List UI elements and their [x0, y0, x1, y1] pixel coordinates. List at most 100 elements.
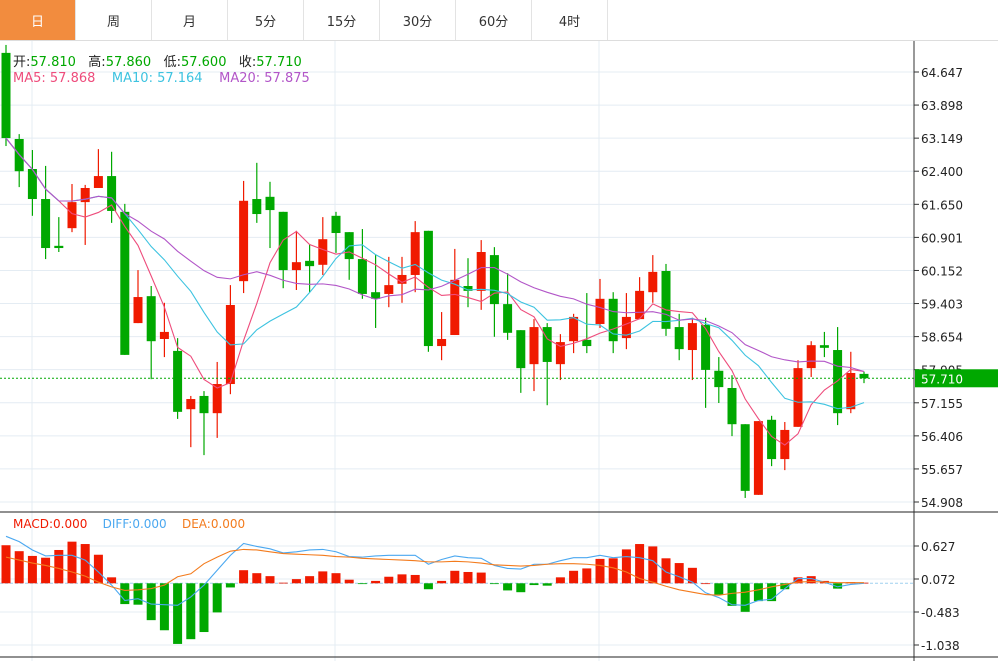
macd-bar	[714, 583, 724, 595]
candle-body	[410, 232, 420, 275]
candle-body	[252, 199, 262, 215]
candle-body	[767, 419, 777, 460]
candle-body	[423, 230, 433, 347]
candle-body	[819, 345, 829, 348]
price-tick-label: 64.647	[921, 66, 963, 80]
macd-bar	[437, 580, 447, 584]
candle-body	[516, 330, 526, 369]
candle-body	[463, 286, 473, 291]
ma-legend: MA5: 57.868 MA10: 57.164 MA20: 57.875	[13, 71, 310, 86]
macd-bar	[661, 558, 671, 584]
candle-body	[331, 215, 341, 234]
macd-bar	[54, 549, 64, 584]
candle-body	[199, 395, 209, 414]
current-price-label: 57.710	[921, 372, 963, 386]
tab-month[interactable]: 月	[152, 0, 228, 40]
low-value: 57.600	[180, 55, 227, 70]
tab-week[interactable]: 周	[76, 0, 152, 40]
ma10-value: MA10: 57.164	[111, 71, 203, 86]
tab-5min[interactable]: 5分	[228, 0, 304, 40]
price-tick-label: 57.155	[921, 397, 963, 411]
candle-body	[107, 176, 117, 211]
candle-body	[54, 245, 64, 249]
candle-body	[397, 274, 407, 284]
current-price-badge	[915, 369, 998, 388]
price-tick-label: 56.406	[921, 430, 963, 444]
ma5-line	[5, 137, 865, 446]
macd-bar	[489, 583, 499, 585]
price-tick-label: 62.400	[921, 165, 963, 179]
candle-body	[80, 187, 90, 203]
candle-body	[489, 255, 499, 305]
candle-body	[635, 290, 645, 320]
tab-15min[interactable]: 15分	[304, 0, 380, 40]
ma20-line	[5, 137, 865, 373]
open-label: 开:	[13, 55, 31, 70]
tab-30min[interactable]: 30分	[380, 0, 456, 40]
axes: 64.647 63.898 63.149 62.400 61.650 60.901 60.1…	[0, 40, 998, 661]
candle-body	[727, 387, 737, 425]
price-tick-label: 61.650	[921, 198, 963, 212]
candle-body	[357, 259, 367, 294]
macd-bar	[186, 583, 196, 640]
candle-body	[186, 399, 196, 410]
macd-bar	[1, 545, 11, 584]
ma10-line	[5, 137, 865, 410]
macd-bar	[740, 583, 750, 612]
macd-bar	[450, 570, 460, 584]
candle-body	[120, 211, 130, 355]
macd-bar	[265, 576, 275, 584]
candle-body	[318, 239, 328, 265]
macd-tick-label: -1.038	[921, 639, 960, 653]
macd-bar	[252, 573, 262, 584]
price-tick-label: 58.654	[921, 331, 963, 345]
candle-body	[846, 372, 856, 410]
candle-body	[159, 331, 169, 339]
price-tick-label: 59.403	[921, 298, 963, 312]
grid	[0, 40, 914, 661]
candle-body	[569, 316, 579, 342]
candle-body	[265, 196, 275, 211]
macd-tick-label: 0.072	[921, 573, 955, 587]
tab-day[interactable]: 日	[0, 0, 76, 40]
candle-body	[212, 384, 222, 414]
ma5-value: MA5: 57.868	[13, 71, 96, 86]
candle-body	[450, 279, 460, 336]
price-tick-label: 55.657	[921, 463, 963, 477]
tab-60min[interactable]: 60分	[456, 0, 532, 40]
dea-value: DEA:0.000	[181, 517, 246, 531]
macd-tick-label: 0.627	[921, 540, 955, 554]
macd-bar	[67, 541, 77, 584]
candle-body	[687, 323, 697, 351]
candle-body	[621, 316, 631, 339]
price-tick-label: 63.149	[921, 132, 963, 146]
macd-bar	[318, 571, 328, 584]
candle-body	[503, 304, 513, 333]
macd-bar	[384, 576, 394, 584]
macd-bar	[687, 567, 697, 584]
macd-value: MACD:0.000	[13, 517, 88, 531]
ma20-value: MA20: 57.875	[219, 71, 310, 86]
macd-bar	[767, 583, 777, 602]
candle-body	[740, 424, 750, 491]
macd-bar	[463, 571, 473, 584]
candle-body	[806, 345, 816, 369]
macd-bar	[146, 583, 156, 621]
macd-bar	[120, 583, 130, 605]
candle-body	[753, 421, 763, 495]
candle-body	[714, 370, 724, 388]
macd-bar	[793, 577, 803, 584]
price-tick-label: 54.908	[921, 496, 963, 510]
candle-body	[476, 252, 486, 291]
ohlc-legend: 开:57.810 高:57.860 低:57.600 收:57.710	[13, 51, 302, 70]
macd-bar	[239, 570, 249, 584]
macd-bar	[529, 583, 539, 586]
macd-bar	[357, 583, 367, 585]
macd-bar	[27, 555, 37, 584]
tab-4hour[interactable]: 4时	[532, 0, 608, 40]
macd-bar	[595, 558, 605, 584]
macd-bar	[14, 551, 24, 584]
macd-bar	[371, 580, 381, 584]
open-value: 57.810	[30, 55, 76, 70]
